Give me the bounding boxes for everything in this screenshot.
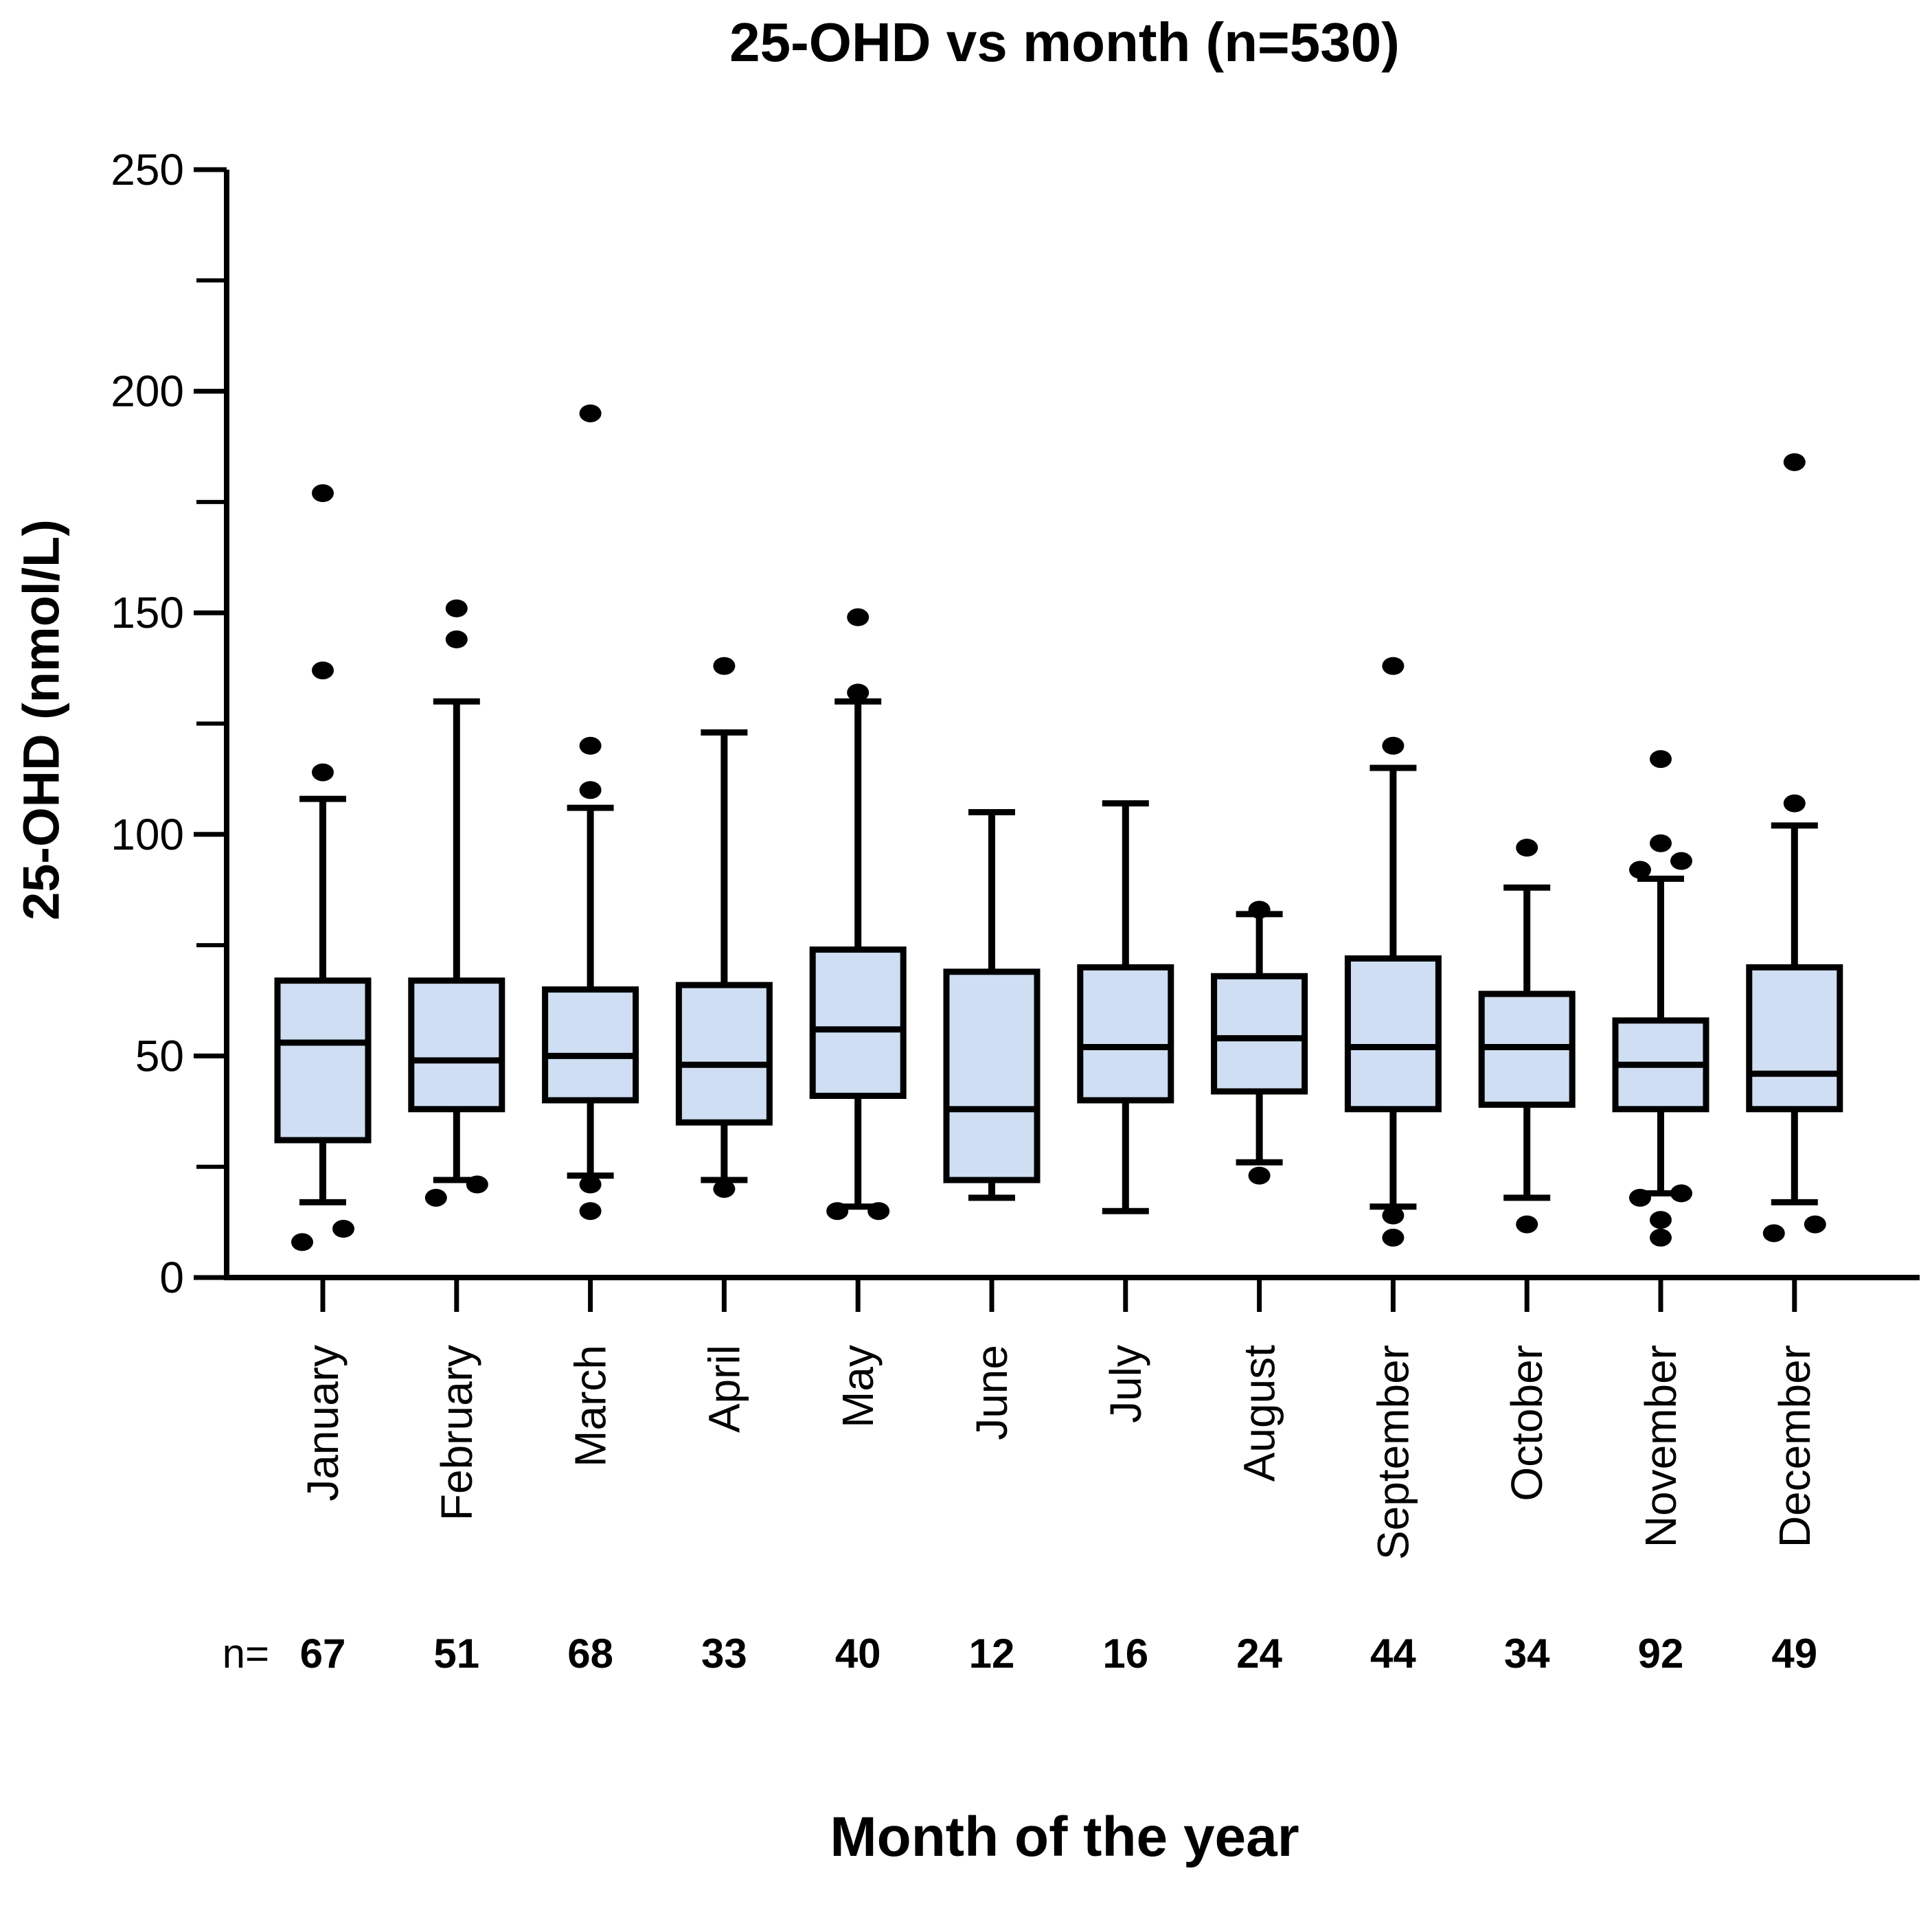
outlier-November <box>1629 861 1651 879</box>
box-August <box>1211 973 1308 1095</box>
outlier-May <box>847 608 870 626</box>
outlier-April <box>713 657 736 675</box>
outlier-February <box>466 1175 488 1194</box>
outlier-May <box>847 683 870 702</box>
outlier-January <box>312 484 334 502</box>
box-June <box>943 968 1041 1183</box>
outlier-March <box>579 781 602 799</box>
n-value-December: 49 <box>1771 1631 1817 1677</box>
month-label-July: July <box>1101 1345 1150 1423</box>
y-tick-label: 250 <box>111 145 184 194</box>
outlier-May <box>867 1202 890 1221</box>
box-February <box>408 977 505 1113</box>
month-label-March: March <box>566 1345 615 1467</box>
outlier-December <box>1783 794 1806 813</box>
outlier-December <box>1762 1224 1785 1243</box>
outlier-August <box>1248 1166 1271 1185</box>
month-label-April: April <box>699 1345 749 1433</box>
outlier-March <box>579 736 602 755</box>
outlier-September <box>1382 1206 1405 1225</box>
y-tick-label: 0 <box>159 1253 184 1302</box>
y-tick-label: 50 <box>135 1031 184 1080</box>
outlier-April <box>713 1179 736 1198</box>
outlier-February <box>445 630 468 648</box>
n-value-June: 12 <box>969 1631 1015 1677</box>
box-March <box>542 986 639 1104</box>
n-value-November: 92 <box>1638 1631 1684 1677</box>
y-tick-label: 150 <box>111 588 184 637</box>
n-value-September: 44 <box>1370 1631 1416 1677</box>
outlier-September <box>1382 1228 1405 1247</box>
outlier-March <box>579 1175 602 1194</box>
month-label-September: September <box>1368 1345 1418 1560</box>
n-value-February: 51 <box>433 1631 479 1677</box>
outlier-November <box>1629 1188 1651 1207</box>
outlier-January <box>332 1220 354 1238</box>
outlier-January <box>291 1233 313 1251</box>
outlier-November <box>1650 1228 1672 1247</box>
outlier-November <box>1650 834 1672 852</box>
outlier-February <box>424 1188 447 1207</box>
outlier-March <box>579 404 602 422</box>
x-axis-title: Month of the year <box>830 1806 1299 1868</box>
outlier-October <box>1516 1215 1538 1234</box>
chart-title: 25-OHD vs month (n=530) <box>729 12 1400 73</box>
n-row-prefix: n= <box>223 1631 269 1677</box>
outlier-January <box>312 661 334 680</box>
box-September <box>1344 955 1442 1113</box>
outlier-November <box>1650 750 1672 769</box>
outlier-December <box>1804 1215 1826 1234</box>
outlier-November <box>1650 1211 1672 1229</box>
box-December <box>1746 964 1843 1113</box>
box-January <box>274 977 372 1144</box>
month-label-June: June <box>967 1345 1016 1440</box>
y-tick-label: 100 <box>111 810 184 859</box>
outlier-October <box>1516 839 1538 857</box>
outlier-August <box>1248 900 1271 919</box>
outlier-February <box>445 599 468 617</box>
n-value-July: 16 <box>1102 1631 1148 1677</box>
outlier-November <box>1670 1184 1692 1203</box>
box-July <box>1077 964 1174 1104</box>
month-label-August: August <box>1235 1345 1284 1482</box>
outlier-September <box>1382 736 1405 755</box>
n-value-August: 24 <box>1236 1631 1282 1677</box>
outlier-November <box>1670 852 1692 870</box>
n-value-January: 67 <box>300 1631 346 1677</box>
outlier-December <box>1783 453 1806 471</box>
month-label-January: January <box>298 1345 348 1501</box>
month-label-November: November <box>1636 1345 1685 1547</box>
n-value-April: 33 <box>701 1631 747 1677</box>
outlier-March <box>579 1202 602 1221</box>
n-value-May: 40 <box>835 1631 881 1677</box>
box-May <box>809 946 907 1099</box>
outlier-September <box>1382 657 1405 675</box>
y-tick-label: 200 <box>111 367 184 416</box>
month-label-December: December <box>1770 1345 1819 1547</box>
month-label-May: May <box>833 1345 883 1428</box>
n-value-October: 34 <box>1504 1631 1550 1677</box>
month-label-October: October <box>1502 1345 1552 1501</box>
n-value-March: 68 <box>567 1631 613 1677</box>
box-April <box>675 982 773 1126</box>
outlier-May <box>826 1202 849 1221</box>
outlier-January <box>312 763 334 782</box>
month-label-February: February <box>432 1345 481 1521</box>
